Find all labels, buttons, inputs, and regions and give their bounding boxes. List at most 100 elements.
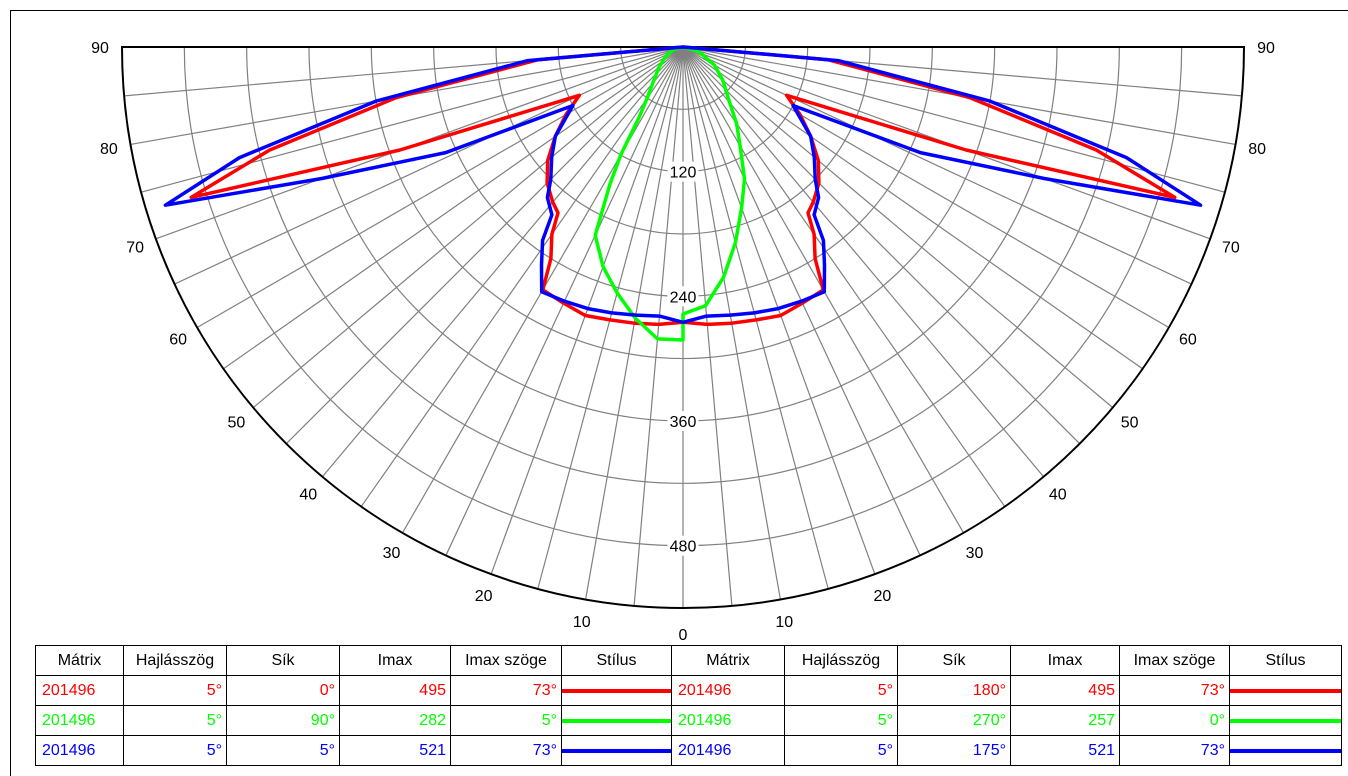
angle-gridline — [321, 46, 684, 478]
diagram-frame — [10, 10, 1348, 776]
line-style-swatch — [1230, 749, 1341, 753]
line-style-swatch — [562, 719, 671, 723]
angle-tick-label: 30 — [966, 545, 984, 562]
angle-gridline — [360, 46, 684, 507]
angle-tick-label: 30 — [383, 545, 401, 562]
cell-matrix: 201496 — [671, 675, 785, 706]
angle-tick-label: 70 — [1222, 239, 1240, 256]
cell-tilt: 5° — [123, 735, 227, 766]
cell-imax: 495 — [339, 675, 451, 706]
cell-matrix: 201496 — [35, 705, 124, 736]
line-style-swatch — [562, 689, 671, 693]
angle-gridline — [633, 46, 684, 606]
angle-gridline — [682, 46, 1081, 445]
angle-tick-label: 80 — [100, 141, 118, 158]
legend-row: 201496 5° 5° 521 73° 201496 5° 175° 521 … — [35, 735, 1342, 766]
angle-gridline — [682, 46, 1170, 329]
header-plane: Sík — [897, 645, 1011, 676]
cell-tilt: 5° — [784, 675, 898, 706]
cell-style — [1229, 705, 1342, 736]
header-matrix: Mátrix — [671, 645, 785, 676]
cell-matrix: 201496 — [35, 735, 124, 766]
radial-tick-label: 480 — [670, 539, 697, 556]
angle-gridline — [223, 46, 684, 370]
angle-gridline — [285, 46, 684, 445]
angle-gridline — [490, 46, 684, 575]
legend-table: Mátrix Hajlásszög Sík Imax Imax szöge St… — [35, 645, 1342, 766]
cell-tilt: 5° — [123, 705, 227, 736]
angle-gridline — [537, 46, 684, 590]
axis-labels: 0 10 10 20 20 30 30 40 40 50 50 60 60 70 70 80 80 90 90 120… — [91, 40, 1275, 640]
header-imax: Imax — [1010, 645, 1120, 676]
angle-tick-label: 50 — [227, 415, 245, 432]
angle-gridline — [140, 46, 684, 193]
angle-gridline — [252, 46, 684, 409]
angle-gridline — [682, 46, 1226, 193]
polar-chart: 0 10 10 20 20 30 30 40 40 50 50 60 60 70 70 80 80 90 90 120… — [91, 40, 1275, 640]
angle-gridline — [196, 46, 684, 329]
cell-imax: 282 — [339, 705, 451, 736]
angle-gridline — [682, 46, 1114, 409]
cell-plane: 90° — [226, 705, 340, 736]
header-tilt: Hajlásszög — [123, 645, 227, 676]
cell-imax: 495 — [1010, 675, 1120, 706]
header-style: Stílus — [1229, 645, 1342, 676]
angle-tick-label: 10 — [775, 614, 793, 631]
angle-tick-label: 70 — [126, 239, 144, 256]
intensity-curves — [163, 45, 1203, 342]
cell-style — [561, 705, 672, 736]
legend-header-row: Mátrix Hajlásszög Sík Imax Imax szöge St… — [35, 645, 1342, 676]
angle-gridline — [682, 46, 876, 575]
cell-imax: 521 — [339, 735, 451, 766]
angle-gridline — [682, 46, 1192, 285]
cell-imax-angle: 73° — [1119, 735, 1230, 766]
angle-gridline — [174, 46, 684, 285]
header-tilt: Hajlásszög — [784, 645, 898, 676]
header-plane: Sík — [226, 645, 340, 676]
cell-imax: 257 — [1010, 705, 1120, 736]
cell-imax-angle: 5° — [450, 705, 562, 736]
cell-style — [1229, 675, 1342, 706]
angle-gridline — [682, 46, 733, 606]
angle-tick-label: 20 — [873, 588, 891, 605]
cell-style — [561, 735, 672, 766]
line-style-swatch — [1230, 689, 1341, 693]
angle-gridline — [682, 46, 829, 590]
cell-matrix: 201496 — [671, 705, 785, 736]
cell-plane: 5° — [226, 735, 340, 766]
outer-boundary — [120, 46, 1246, 609]
cell-plane: 270° — [897, 705, 1011, 736]
cell-tilt: 5° — [784, 735, 898, 766]
legend-row: 201496 5° 0° 495 73° 201496 5° 180° 495 … — [35, 675, 1342, 706]
cell-plane: 175° — [897, 735, 1011, 766]
angle-tick-label: 60 — [1179, 332, 1197, 349]
angle-gridline — [682, 46, 1045, 478]
radial-tick-label: 120 — [670, 165, 697, 182]
angle-tick-label: 60 — [169, 332, 187, 349]
line-style-swatch — [1230, 719, 1341, 723]
header-imax-angle: Imax szöge — [1119, 645, 1230, 676]
cell-style — [1229, 735, 1342, 766]
angle-tick-label: 10 — [573, 614, 591, 631]
cell-tilt: 5° — [123, 675, 227, 706]
cell-matrix: 201496 — [671, 735, 785, 766]
cell-imax-angle: 73° — [450, 675, 562, 706]
cell-imax: 521 — [1010, 735, 1120, 766]
line-style-swatch — [562, 749, 671, 753]
angle-tick-label: 40 — [299, 487, 317, 504]
cell-style — [561, 675, 672, 706]
angle-tick-label: 80 — [1248, 141, 1266, 158]
cell-matrix: 201496 — [35, 675, 124, 706]
angle-tick-label: 20 — [475, 588, 493, 605]
radial-tick-label: 360 — [670, 414, 697, 431]
header-imax: Imax — [339, 645, 451, 676]
angle-tick-label: 40 — [1049, 487, 1067, 504]
angle-gridline — [682, 46, 1143, 370]
cell-imax-angle: 73° — [1119, 675, 1230, 706]
angle-tick-label: 90 — [91, 40, 109, 57]
radial-label-bg — [667, 286, 699, 307]
radial-label-bg — [667, 411, 699, 431]
header-style: Stílus — [561, 645, 672, 676]
intensity-curve-blue — [163, 45, 1203, 325]
angle-tick-label: 90 — [1257, 40, 1275, 57]
